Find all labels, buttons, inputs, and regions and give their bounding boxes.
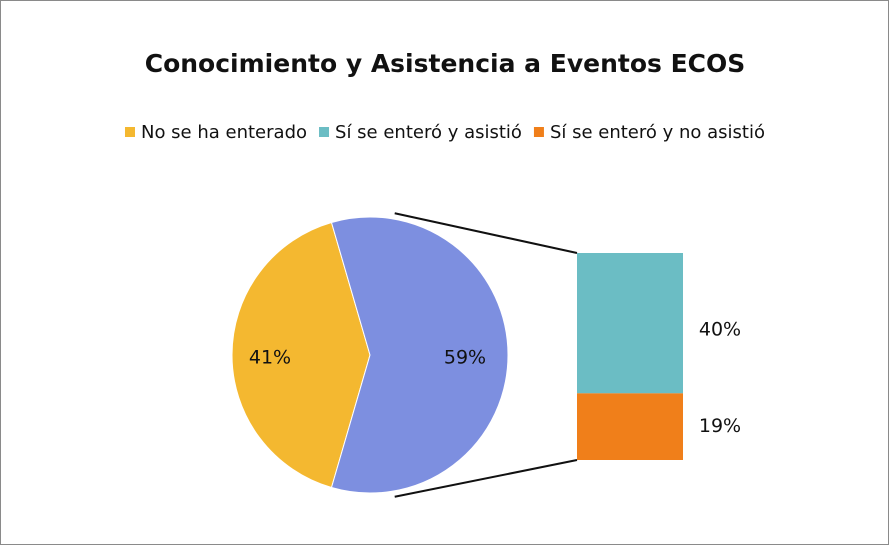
- bar-segment: [577, 393, 683, 460]
- legend-label: No se ha enterado: [141, 122, 307, 143]
- pie-slice: [231, 221, 371, 489]
- data-label: 19%: [699, 415, 741, 437]
- pie-slice: [330, 216, 509, 494]
- data-label: 41%: [249, 347, 291, 369]
- data-label: 40%: [699, 319, 741, 341]
- legend-label: Sí se enteró y no asistió: [550, 122, 765, 143]
- data-label: 59%: [444, 347, 486, 369]
- legend-swatch: [319, 127, 330, 137]
- chart-title: Conocimiento y Asistencia a Eventos ECOS: [145, 49, 746, 78]
- legend-label: Sí se enteró y asistió: [335, 122, 522, 143]
- connector: [394, 212, 578, 254]
- connector: [394, 459, 578, 498]
- legend-swatch: [124, 127, 135, 137]
- legend-swatch: [533, 127, 544, 137]
- bar-segment: [577, 253, 683, 394]
